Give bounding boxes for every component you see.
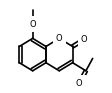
Text: O: O [56, 34, 63, 43]
Text: O: O [29, 20, 36, 29]
Text: O: O [76, 79, 82, 88]
Text: O: O [81, 35, 88, 44]
